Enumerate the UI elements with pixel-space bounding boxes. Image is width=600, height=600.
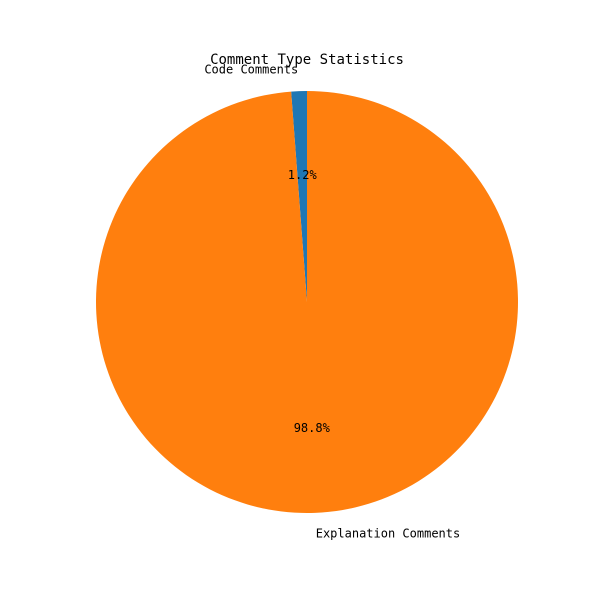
pie-slice-0 xyxy=(291,91,307,302)
pie-slices xyxy=(96,91,519,513)
slice-percent-1: 98.8% xyxy=(294,421,331,435)
pie-labels: Code Comments 1.2% Explanation Comments 98.… xyxy=(204,63,460,541)
pie-slice-1 xyxy=(96,91,519,513)
chart-title: Comment Type Statistics xyxy=(210,52,404,68)
slice-label-0: Code Comments xyxy=(204,63,298,77)
slice-percent-0: 1.2% xyxy=(288,168,318,182)
slice-label-1: Explanation Comments xyxy=(316,526,461,540)
